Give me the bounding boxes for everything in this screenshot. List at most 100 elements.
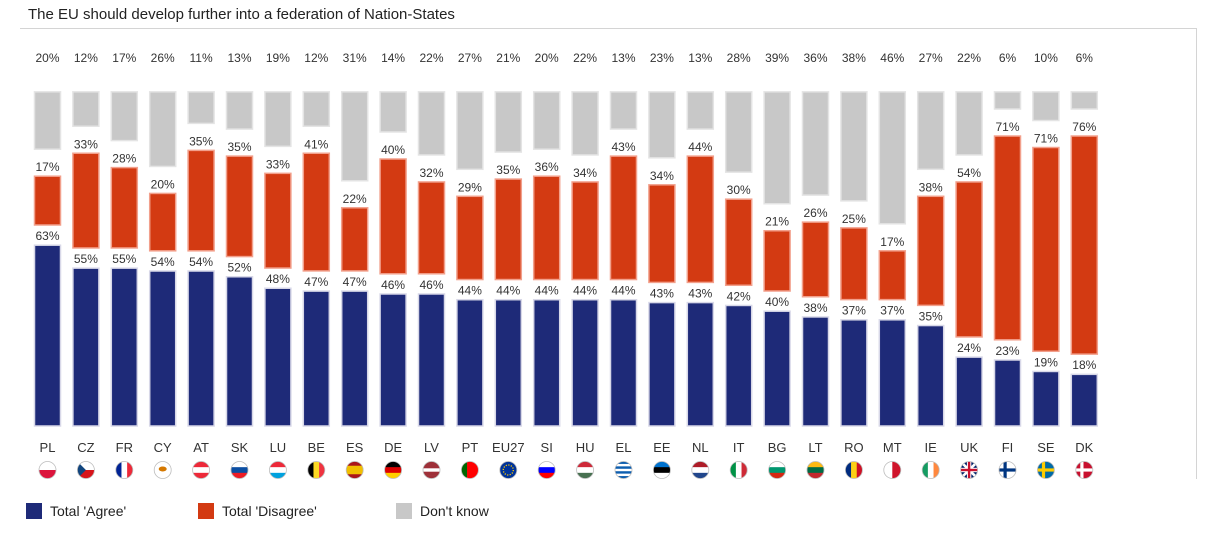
data-label-disagree: 32% xyxy=(419,166,443,180)
data-label-dontknow: 23% xyxy=(650,51,674,65)
data-label-dontknow: 21% xyxy=(496,51,520,65)
bar-dontknow xyxy=(878,91,907,225)
data-label-dontknow: 6% xyxy=(1076,51,1094,65)
data-label-dontknow: 11% xyxy=(190,51,213,65)
bar-dontknow xyxy=(417,91,446,156)
data-label-agree: 47% xyxy=(304,275,328,289)
data-label-dontknow: 10% xyxy=(1034,51,1058,65)
data-label-dontknow: 22% xyxy=(419,51,443,65)
hungary-flag xyxy=(576,461,594,479)
bar-dontknow xyxy=(33,91,62,150)
data-label-dontknow: 27% xyxy=(919,51,943,65)
data-label-disagree: 28% xyxy=(112,152,136,166)
data-label-dontknow: 20% xyxy=(535,51,559,65)
country-label: SE xyxy=(1037,440,1055,455)
data-label-agree: 37% xyxy=(880,304,904,318)
bar-disagree xyxy=(1032,146,1060,353)
bar-agree xyxy=(302,290,331,427)
country-label: LT xyxy=(808,440,822,455)
data-label-disagree: 34% xyxy=(573,166,597,180)
bar-agree xyxy=(878,319,907,427)
data-label-dontknow: 6% xyxy=(999,51,1017,65)
data-label-dontknow: 20% xyxy=(35,51,59,65)
bar-dontknow xyxy=(302,91,331,127)
data-label-agree: 35% xyxy=(919,309,943,323)
bar-agree xyxy=(609,298,638,427)
data-label-agree: 54% xyxy=(151,255,175,269)
bar-disagree xyxy=(456,195,484,281)
agree-swatch xyxy=(26,503,42,519)
bar-agree xyxy=(1070,373,1099,427)
data-label-dontknow: 39% xyxy=(765,51,789,65)
data-label-agree: 54% xyxy=(189,255,213,269)
bar-agree xyxy=(955,356,983,427)
country-label: SI xyxy=(541,440,553,455)
data-label-agree: 19% xyxy=(1034,355,1058,369)
bar-agree xyxy=(571,298,599,427)
germany-flag xyxy=(384,461,403,479)
data-label-disagree: 71% xyxy=(995,120,1019,134)
data-label-dontknow: 38% xyxy=(842,51,866,65)
bar-dontknow xyxy=(264,91,292,148)
eu-flag xyxy=(499,461,518,479)
data-label-disagree: 17% xyxy=(880,235,904,249)
country-label: RO xyxy=(844,440,864,455)
bar-agree xyxy=(724,304,753,427)
bar-dontknow xyxy=(609,91,638,130)
bar-disagree xyxy=(264,172,292,269)
data-label-disagree: 35% xyxy=(227,140,251,154)
denmark-flag xyxy=(1075,461,1094,479)
country-label: ES xyxy=(346,440,364,455)
data-label-agree: 23% xyxy=(995,344,1019,358)
bar-dontknow xyxy=(1032,91,1060,122)
bar-disagree xyxy=(33,175,62,226)
disagree-swatch xyxy=(198,503,214,519)
country-label: NL xyxy=(692,440,709,455)
data-label-disagree: 35% xyxy=(496,163,520,177)
romania-flag xyxy=(845,461,863,479)
data-label-agree: 38% xyxy=(803,301,827,315)
italy-flag xyxy=(729,461,748,479)
bar-disagree xyxy=(532,175,561,281)
bar-dontknow xyxy=(110,91,139,142)
bar-disagree xyxy=(840,227,868,301)
data-label-disagree: 30% xyxy=(727,183,751,197)
data-label-agree: 37% xyxy=(842,304,866,318)
bar-disagree xyxy=(763,229,791,292)
country-label: BG xyxy=(768,440,787,455)
data-label-dontknow: 27% xyxy=(458,51,482,65)
data-label-disagree: 54% xyxy=(957,166,981,180)
spain-flag xyxy=(345,461,364,479)
bar-disagree xyxy=(379,158,407,275)
bar-agree xyxy=(1032,370,1060,427)
data-label-dontknow: 36% xyxy=(803,51,827,65)
data-label-agree: 55% xyxy=(74,252,98,266)
country-label: HU xyxy=(576,440,595,455)
country-label: DE xyxy=(384,440,402,455)
data-label-dontknow: 12% xyxy=(304,51,328,65)
data-label-dontknow: 17% xyxy=(112,51,136,65)
data-label-disagree: 41% xyxy=(304,137,328,151)
bar-dontknow xyxy=(686,91,715,130)
bar-dontknow xyxy=(148,91,177,168)
data-label-agree: 46% xyxy=(381,278,405,292)
data-label-dontknow: 13% xyxy=(227,51,251,65)
bar-agree xyxy=(72,267,100,427)
data-label-agree: 44% xyxy=(611,284,635,298)
data-label-agree: 42% xyxy=(727,289,751,303)
legend-item-dontknow: Don't know xyxy=(396,503,489,519)
bar-agree xyxy=(110,267,139,427)
bar-agree xyxy=(993,359,1022,427)
data-label-agree: 43% xyxy=(688,286,712,300)
bar-disagree xyxy=(609,155,638,281)
bar-agree xyxy=(379,293,407,427)
bar-disagree xyxy=(1070,135,1099,355)
malta-flag xyxy=(883,461,902,479)
data-label-agree: 48% xyxy=(266,272,290,286)
bar-agree xyxy=(916,324,945,427)
data-label-agree: 44% xyxy=(573,284,597,298)
data-label-dontknow: 26% xyxy=(151,51,175,65)
bar-disagree xyxy=(417,181,446,275)
bar-dontknow xyxy=(532,91,561,150)
bar-dontknow xyxy=(648,91,676,159)
